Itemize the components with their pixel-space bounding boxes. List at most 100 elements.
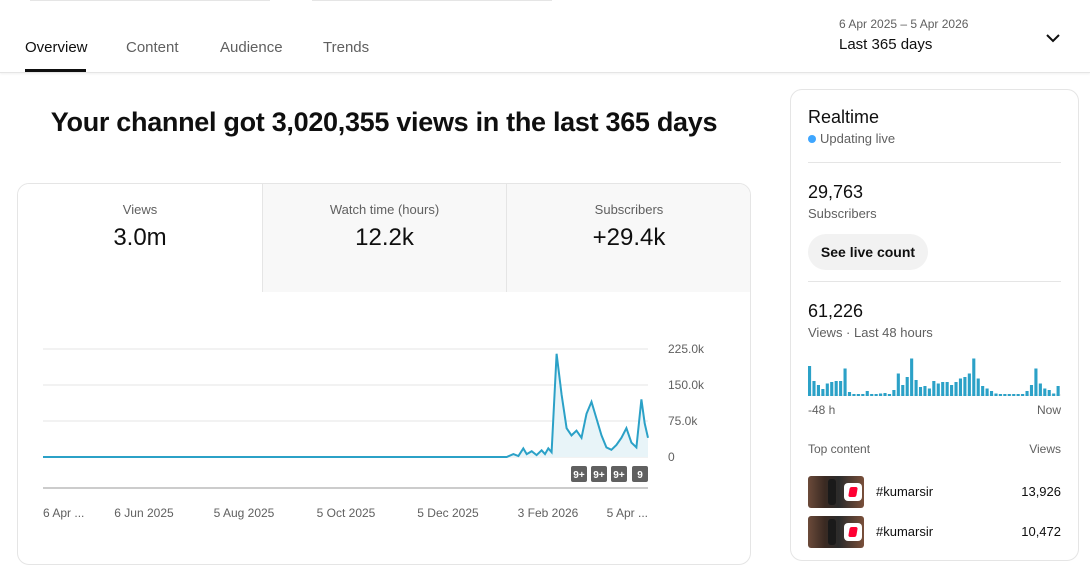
active-tab-indicator	[25, 69, 86, 72]
realtime-bar[interactable]	[976, 378, 980, 397]
content-title[interactable]: #kumarsir	[876, 484, 934, 499]
realtime-bar[interactable]	[981, 386, 985, 396]
realtime-bar[interactable]	[843, 368, 847, 397]
realtime-bar[interactable]	[834, 381, 838, 396]
realtime-bar[interactable]	[901, 385, 905, 396]
realtime-bar[interactable]	[941, 382, 945, 396]
date-period-label[interactable]: Last 365 days	[839, 36, 933, 53]
realtime-bar[interactable]	[932, 381, 936, 396]
shorts-icon	[844, 483, 862, 501]
realtime-bar[interactable]	[1012, 394, 1016, 396]
realtime-bar[interactable]	[963, 377, 967, 396]
metric-tab-views[interactable]: Views 3.0m	[18, 184, 262, 292]
realtime-bar[interactable]	[825, 383, 829, 397]
top-content-row[interactable]: #kumarsir 10,472	[808, 516, 1061, 550]
svg-text:9+: 9+	[573, 470, 585, 481]
realtime-bar[interactable]	[967, 373, 971, 397]
realtime-bar[interactable]	[1056, 386, 1060, 396]
realtime-bar[interactable]	[945, 382, 949, 396]
content-views: 13,926	[1021, 484, 1061, 499]
realtime-bar[interactable]	[972, 358, 976, 397]
realtime-bar[interactable]	[839, 381, 843, 396]
page-headline: Your channel got 3,020,355 views in the …	[50, 107, 718, 137]
tab-trends[interactable]: Trends	[323, 39, 370, 56]
metric-label: Views	[122, 202, 158, 217]
x-tick-label: 5 Oct 2025	[317, 506, 376, 520]
x-tick-label: 5 Apr ...	[607, 506, 648, 520]
y-tick-label: 75.0k	[668, 414, 698, 428]
metric-label: Watch time (hours)	[329, 202, 440, 217]
realtime-bar[interactable]	[865, 391, 869, 396]
realtime-bar[interactable]	[1047, 390, 1051, 396]
video-thumbnail[interactable]	[808, 476, 864, 508]
realtime-bar[interactable]	[879, 393, 883, 397]
tab-overview[interactable]: Overview	[25, 39, 88, 56]
realtime-bar[interactable]	[998, 394, 1002, 396]
realtime-bar[interactable]	[989, 391, 994, 396]
realtime-bar[interactable]	[870, 394, 874, 396]
video-thumbnail[interactable]	[808, 516, 864, 548]
realtime-bar[interactable]	[896, 373, 900, 397]
realtime-bar[interactable]	[887, 394, 891, 396]
svg-text:9+: 9+	[593, 470, 605, 481]
realtime-bar[interactable]	[861, 394, 865, 396]
content-title[interactable]: #kumarsir	[876, 524, 934, 539]
realtime-bar[interactable]	[905, 377, 909, 396]
realtime-bar[interactable]	[821, 389, 825, 396]
realtime-bar[interactable]	[936, 383, 940, 397]
realtime-bar[interactable]	[1038, 383, 1042, 397]
realtime-bar[interactable]	[883, 393, 887, 396]
top-content-row[interactable]: #kumarsir 13,926	[808, 476, 1061, 510]
tab-content[interactable]: Content	[126, 39, 179, 56]
metric-tab-subscribers[interactable]: Subscribers +29.4k	[506, 184, 750, 292]
realtime-status-text: Updating live	[820, 131, 896, 146]
realtime-bar[interactable]	[812, 381, 816, 396]
realtime-bar[interactable]	[830, 382, 834, 396]
publish-marker-badge[interactable]: 9+	[611, 466, 627, 482]
realtime-bar[interactable]	[1043, 388, 1047, 397]
chevron-down-icon[interactable]	[1042, 28, 1064, 48]
publish-marker-badge[interactable]: 9+	[591, 466, 607, 482]
realtime-bar[interactable]	[892, 390, 896, 396]
realtime-bar[interactable]	[950, 385, 954, 396]
realtime-bar[interactable]	[923, 386, 927, 396]
realtime-bar[interactable]	[874, 394, 878, 396]
realtime-bar[interactable]	[1052, 393, 1056, 397]
metric-tab-watch-time[interactable]: Watch time (hours) 12.2k	[262, 184, 506, 292]
realtime-bar[interactable]	[847, 392, 852, 396]
realtime-bar[interactable]	[808, 366, 812, 396]
realtime-views-bar-chart[interactable]	[808, 352, 1061, 396]
realtime-title: Realtime	[808, 107, 880, 127]
realtime-bar[interactable]	[994, 393, 998, 397]
realtime-bar[interactable]	[1016, 394, 1020, 396]
realtime-bar[interactable]	[856, 394, 860, 396]
realtime-bar[interactable]	[954, 382, 958, 396]
realtime-bar[interactable]	[910, 358, 914, 397]
see-live-count-button[interactable]: See live count	[808, 234, 928, 270]
realtime-bar[interactable]	[852, 394, 856, 396]
realtime-bar[interactable]	[1007, 394, 1011, 396]
x-tick-label: 3 Feb 2026	[518, 506, 579, 520]
realtime-bar[interactable]	[1003, 394, 1007, 396]
publish-marker-badge[interactable]: 9+	[571, 466, 587, 482]
views-line-chart[interactable]: 225.0k 150.0k 75.0k 0 9+ 9+ 9+ 9 6 Apr ... 6 Jun …	[18, 292, 750, 564]
realtime-bar[interactable]	[914, 380, 918, 396]
publish-marker-badge[interactable]: 9	[632, 466, 648, 482]
views-series-line[interactable]	[43, 353, 649, 458]
tab-audience[interactable]: Audience	[220, 39, 283, 56]
y-tick-label: 225.0k	[668, 342, 705, 356]
svg-text:9+: 9+	[613, 470, 625, 481]
realtime-subscribers-label: Subscribers	[808, 206, 877, 221]
realtime-bar[interactable]	[1021, 394, 1025, 396]
realtime-views-label: Views · Last 48 hours	[808, 325, 933, 340]
realtime-bar[interactable]	[1029, 385, 1034, 396]
realtime-bar[interactable]	[816, 385, 820, 396]
realtime-bar[interactable]	[985, 388, 989, 397]
realtime-bar[interactable]	[1034, 368, 1038, 397]
realtime-bar[interactable]	[918, 387, 923, 396]
realtime-bar[interactable]	[958, 378, 963, 397]
date-range-text[interactable]: 6 Apr 2025 – 5 Apr 2026	[839, 17, 969, 31]
top-bar: Overview Content Audience Trends 6 Apr 2…	[0, 0, 1090, 73]
realtime-bar[interactable]	[1025, 391, 1029, 396]
realtime-bar[interactable]	[927, 388, 931, 397]
